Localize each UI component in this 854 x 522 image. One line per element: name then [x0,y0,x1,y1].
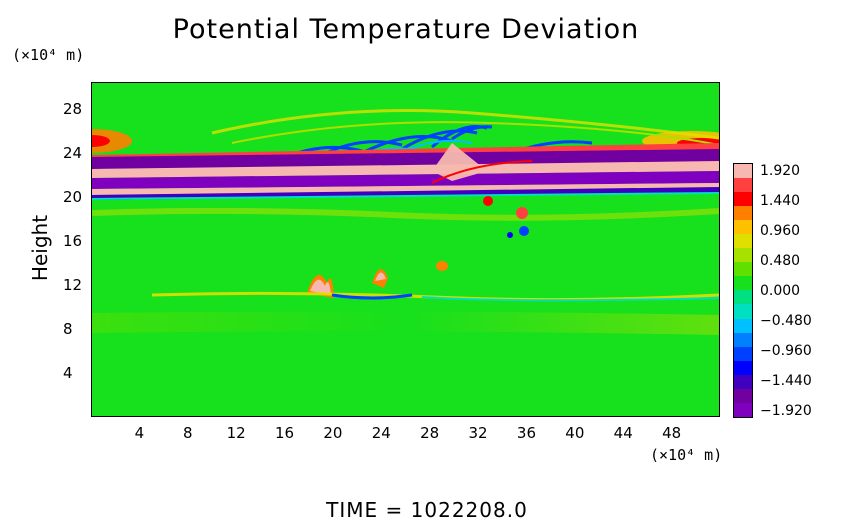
x-tick-label: 44 [613,424,633,442]
yellow-haze [92,207,719,221]
yellow-wave-1 [211,109,719,140]
colorbar-segment [734,248,752,263]
x-tick-label: 8 [182,424,193,442]
feature-blue-1 [519,226,529,236]
colorbar-segment [734,220,752,235]
yellow-wave-2 [231,121,719,146]
x-tick-label: 28 [420,424,440,442]
pink-band-2 [92,183,719,195]
field-background [92,83,719,416]
y-tick-label: 8 [63,320,73,339]
colorbar-segment [734,192,752,207]
colorbar-label: 0.000 [760,283,801,299]
x-tick-label: 12 [226,424,246,442]
lower-haze [92,311,719,335]
x-tick-label: 4 [134,424,145,442]
colorbar-label: −0.960 [760,343,812,359]
red-streak [431,160,533,184]
x-tick-label: 48 [662,424,682,442]
colorbar-segment [734,164,752,179]
heatmap-field [92,83,719,416]
colorbar-segment [734,402,752,417]
y-tick-label: 28 [63,100,83,119]
feature-red-2 [516,207,528,219]
y-axis-unit: (×10⁴ m) [12,46,85,64]
colorbar-label: 0.960 [760,223,801,239]
colorbar-label: −1.440 [760,373,812,389]
blue-layer-10 [331,293,413,300]
colorbar-segment [734,262,752,277]
colorbar-segment [734,346,752,361]
colorbar-segment [734,388,752,403]
y-tick-label: 16 [63,232,83,251]
y-tick-label: 4 [63,364,73,383]
colorbar-segment [734,304,752,319]
y-tick-label: 20 [63,188,83,207]
colorbar-segment [734,234,752,249]
y-axis-label: Height [28,214,52,282]
x-axis-unit: (×10⁴ m) [650,446,723,464]
pink-band-1 [92,161,719,178]
hot-core-left [92,135,110,147]
y-tick-label: 24 [63,144,83,163]
cyan-line [92,192,719,200]
colorbar-label: −1.920 [760,403,812,419]
colorbar-segment [734,206,752,221]
x-tick-label: 16 [274,424,295,442]
colorbar-label: −0.480 [760,313,812,329]
y-tick-label: 12 [63,276,83,295]
pink-plume [432,143,487,181]
feature-blue-2 [507,232,513,238]
colorbar-segment [734,374,752,389]
colorbar-label: 1.920 [760,163,801,179]
x-tick-label: 36 [516,424,536,442]
colorbar-segment [734,332,752,347]
colorbar-segment [734,318,752,333]
feature-red-1 [483,196,493,206]
colorbar-label: 1.440 [760,193,801,209]
colorbar-segment [734,178,752,193]
x-tick-label: 32 [468,424,488,442]
plot-area [91,82,720,417]
colorbar [733,163,753,418]
x-tick-label: 20 [323,424,343,442]
cyan-layer-10 [421,296,719,302]
colorbar-label: 0.480 [760,253,801,269]
colorbar-segment [734,290,752,305]
colorbar-segment [734,360,752,375]
warm-blob-left [92,129,132,153]
chart-title: Potential Temperature Deviation [172,14,640,45]
x-tick-label: 40 [565,424,585,442]
colorbar-segment [734,276,752,291]
x-tick-label: 24 [371,424,391,442]
time-label: TIME = 1022208.0 [326,498,528,522]
